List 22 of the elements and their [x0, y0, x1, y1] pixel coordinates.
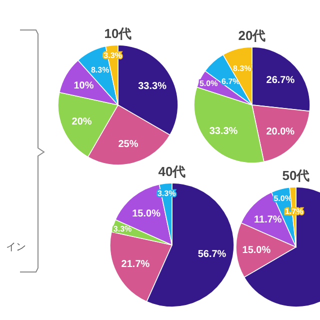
chart-title: 50代	[282, 168, 310, 183]
data-label: 20.0%	[266, 126, 295, 138]
data-label: 11.7%	[254, 214, 282, 226]
chart-title: 10代	[104, 26, 132, 41]
data-label: 25%	[118, 138, 138, 150]
data-label: 26.7%	[266, 75, 295, 86]
chart-title: 40代	[158, 164, 186, 179]
chart-title: 20代	[238, 28, 266, 43]
data-label: 3.3%	[113, 224, 132, 234]
data-label: 5.0%	[199, 78, 218, 88]
data-label: 56.7%	[198, 249, 226, 260]
data-label: 21.7%	[121, 259, 150, 270]
data-label: 1.7%	[284, 206, 304, 216]
data-label: 15.0%	[242, 244, 271, 256]
data-label: 20%	[72, 116, 92, 128]
data-label: 33.3%	[209, 126, 238, 138]
data-label: 33.3%	[138, 80, 167, 92]
data-label: 15.0%	[132, 208, 161, 220]
data-label: 10%	[74, 80, 94, 92]
text: イン	[6, 242, 26, 253]
data-label: 8.3%	[91, 66, 110, 75]
data-label: 8.3%	[233, 64, 252, 73]
